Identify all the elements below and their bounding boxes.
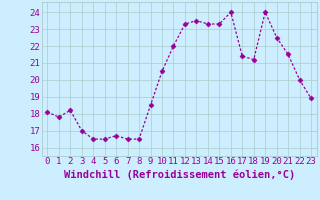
X-axis label: Windchill (Refroidissement éolien,°C): Windchill (Refroidissement éolien,°C) bbox=[64, 169, 295, 180]
